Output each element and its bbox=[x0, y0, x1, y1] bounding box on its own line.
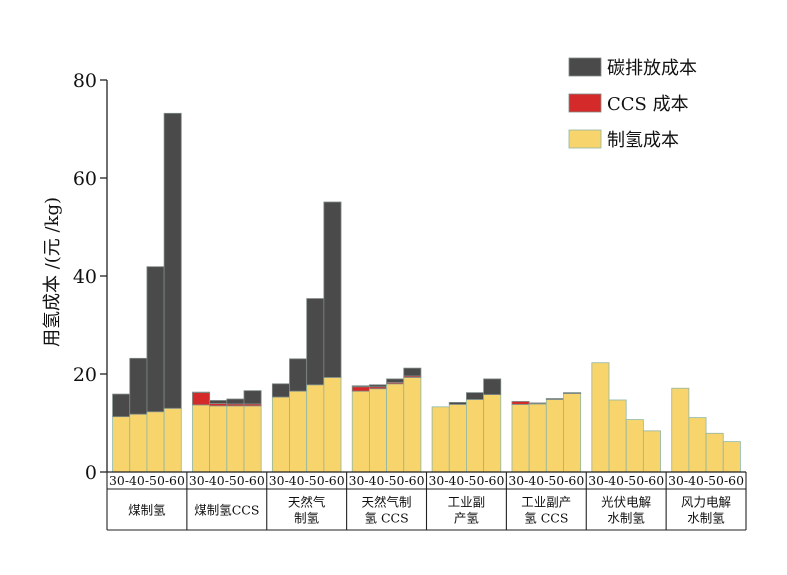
bar-segment-h2 bbox=[351, 390, 370, 473]
bar-segment-carbon bbox=[209, 400, 228, 404]
bar-segment-h2 bbox=[192, 404, 211, 473]
bar-segment-ccs bbox=[192, 392, 211, 406]
x-group-label: 制氢 bbox=[294, 511, 320, 526]
bar-segment-carbon bbox=[271, 383, 290, 398]
x-group-label: 水制氢 bbox=[607, 511, 645, 526]
y-axis-label: 用氢成本 /(元 /kg) bbox=[42, 197, 63, 347]
bar-segment-h2 bbox=[386, 383, 405, 473]
bar-segment-h2 bbox=[466, 399, 485, 473]
bar-segment-carbon bbox=[448, 402, 467, 405]
x-subcategory-labels: 30-40-50-60 bbox=[668, 474, 744, 488]
bar-segment-carbon bbox=[243, 390, 262, 405]
x-group-label: 工业副产 bbox=[521, 495, 571, 510]
x-subcategory-labels: 30-40-50-60 bbox=[588, 474, 664, 488]
y-tick-label: 20 bbox=[73, 364, 97, 386]
y-tick-label: 0 bbox=[85, 462, 97, 484]
legend-swatch-carbon bbox=[568, 57, 602, 77]
bar-segment-h2 bbox=[483, 394, 502, 473]
bar-segment-h2 bbox=[528, 403, 547, 473]
bar-segment-carbon bbox=[163, 112, 182, 409]
x-group-label: 煤制氢 bbox=[128, 503, 166, 518]
chart-axes: 0 20 40 60 80 bbox=[73, 70, 108, 484]
bar-segment-h2 bbox=[209, 405, 228, 473]
bar-segment-h2 bbox=[403, 377, 422, 473]
bar-segment-carbon bbox=[368, 384, 387, 388]
category-table: 30-40-50-60 煤制氢 30-40-50-60 煤制氢CCS 30-40-50-… bbox=[106, 471, 747, 531]
bar-segment-h2 bbox=[226, 405, 245, 473]
bar-segment-h2 bbox=[688, 417, 707, 473]
y-tick-label: 60 bbox=[73, 168, 97, 190]
x-subcategory-labels: 30-40-50-60 bbox=[349, 474, 425, 488]
bar-segment-h2 bbox=[306, 384, 325, 473]
x-group-label: 氢 CCS bbox=[524, 511, 568, 526]
bar-segment-h2 bbox=[608, 399, 627, 473]
legend-label-carbon: 碳排放成本 bbox=[607, 58, 697, 79]
x-subcategory-labels: 30-40-50-60 bbox=[189, 474, 265, 488]
x-group-label: 产氢 bbox=[454, 511, 480, 526]
bar-segment-ccs bbox=[351, 386, 370, 392]
legend-swatch-h2 bbox=[568, 129, 602, 149]
bar-segment-carbon bbox=[351, 385, 370, 388]
y-tick-label: 80 bbox=[73, 70, 97, 92]
bar-segment-h2 bbox=[323, 377, 342, 473]
x-group-label: 光伏电解 bbox=[601, 495, 651, 510]
bar-segment-h2 bbox=[545, 399, 564, 473]
x-group-label: 天然气制 bbox=[362, 495, 412, 510]
x-group-label: 水制氢 bbox=[687, 511, 725, 526]
bar-segment-h2 bbox=[271, 396, 290, 473]
bar-segment-h2 bbox=[431, 406, 450, 473]
bar-segment-h2 bbox=[163, 407, 182, 473]
bar-segment-h2 bbox=[705, 432, 724, 473]
x-subcategory-labels: 30-40-50-60 bbox=[508, 474, 584, 488]
x-group-label: 工业副 bbox=[448, 495, 486, 510]
x-group-label: 煤制氢CCS bbox=[194, 503, 259, 518]
x-group-label: 氢 CCS bbox=[364, 511, 408, 526]
x-group-label: 风力电解 bbox=[681, 495, 731, 510]
bar-segment-carbon bbox=[112, 393, 131, 418]
bar-segment-carbon bbox=[323, 201, 342, 378]
bar-segment-h2 bbox=[671, 387, 690, 473]
bar-segment-h2 bbox=[368, 388, 387, 473]
bar-segment-h2 bbox=[129, 413, 148, 473]
x-subcategory-labels: 30-40-50-60 bbox=[429, 474, 505, 488]
bar-segment-h2 bbox=[146, 411, 165, 473]
x-subcategory-labels: 30-40-50-60 bbox=[269, 474, 345, 488]
bar-segment-carbon bbox=[146, 266, 165, 413]
bar-segment-h2 bbox=[243, 405, 262, 473]
bar-segment-h2 bbox=[625, 419, 644, 473]
bar-segment-carbon bbox=[483, 378, 502, 395]
y-tick-label: 40 bbox=[73, 266, 97, 288]
x-subcategory-labels: 30-40-50-60 bbox=[109, 474, 185, 488]
x-group-label: 天然气 bbox=[288, 495, 326, 510]
bar-segment-carbon bbox=[466, 392, 485, 400]
bar-segment-carbon bbox=[289, 358, 308, 392]
bar-segment-carbon bbox=[403, 367, 422, 377]
chart-bars bbox=[112, 112, 741, 473]
bar-segment-h2 bbox=[112, 416, 131, 473]
bar-segment-h2 bbox=[642, 430, 661, 473]
bar-segment-ccs bbox=[511, 401, 530, 405]
bar-segment-h2 bbox=[591, 362, 610, 473]
bar-segment-h2 bbox=[722, 441, 741, 473]
bar-segment-h2 bbox=[289, 390, 308, 473]
legend-swatch-ccs bbox=[568, 93, 602, 113]
bar-segment-carbon bbox=[226, 398, 245, 405]
bar-segment-carbon bbox=[306, 298, 325, 386]
bar-segment-carbon bbox=[129, 357, 148, 415]
bar-segment-h2 bbox=[448, 403, 467, 473]
bar-segment-h2 bbox=[511, 403, 530, 473]
legend-label-h2: 制氢成本 bbox=[607, 130, 679, 151]
bar-segment-carbon bbox=[386, 378, 405, 383]
bar-segment-h2 bbox=[563, 393, 582, 473]
legend-label-ccs: CCS 成本 bbox=[607, 94, 689, 115]
